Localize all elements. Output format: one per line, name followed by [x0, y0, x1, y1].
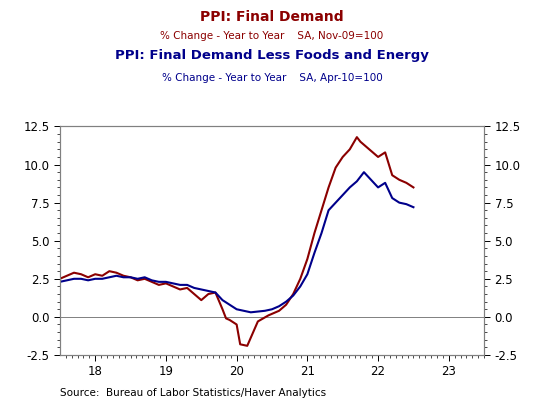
- Text: PPI: Final Demand: PPI: Final Demand: [200, 10, 344, 24]
- Text: % Change - Year to Year    SA, Apr-10=100: % Change - Year to Year SA, Apr-10=100: [162, 73, 382, 84]
- Text: Source:  Bureau of Labor Statistics/Haver Analytics: Source: Bureau of Labor Statistics/Haver…: [60, 388, 326, 398]
- Text: PPI: Final Demand Less Foods and Energy: PPI: Final Demand Less Foods and Energy: [115, 49, 429, 62]
- Text: % Change - Year to Year    SA, Nov-09=100: % Change - Year to Year SA, Nov-09=100: [160, 31, 384, 41]
